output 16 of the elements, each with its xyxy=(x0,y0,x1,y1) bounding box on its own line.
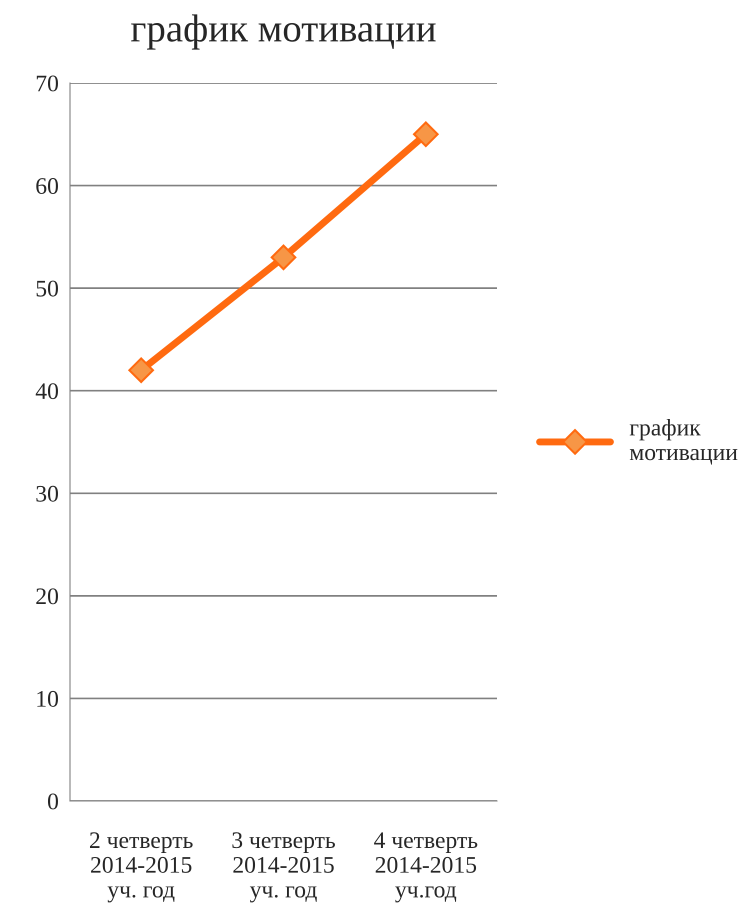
y-tick-label: 40 xyxy=(36,383,58,400)
chart-title: график мотивации xyxy=(131,14,436,50)
x-tick-label: 4 четверть 2014-2015 уч.год xyxy=(374,832,478,902)
y-tick-label: 70 xyxy=(36,75,58,92)
x-tick-label: 3 четверть 2014-2015 уч. год xyxy=(232,832,335,902)
legend-label: график мотивации xyxy=(630,418,738,465)
point xyxy=(270,244,296,270)
y-tick-label: 20 xyxy=(36,588,58,604)
y-tick-label: 30 xyxy=(36,486,58,502)
point xyxy=(128,357,154,384)
y-tick-label: 0 xyxy=(48,793,58,810)
y-tick-label: 60 xyxy=(36,178,58,194)
y-tick-label: 50 xyxy=(36,280,58,297)
y-tick-label: 10 xyxy=(37,690,58,707)
point xyxy=(413,121,439,148)
x-tick-label: 2 четверть 2014-2015 уч. год xyxy=(90,832,193,902)
